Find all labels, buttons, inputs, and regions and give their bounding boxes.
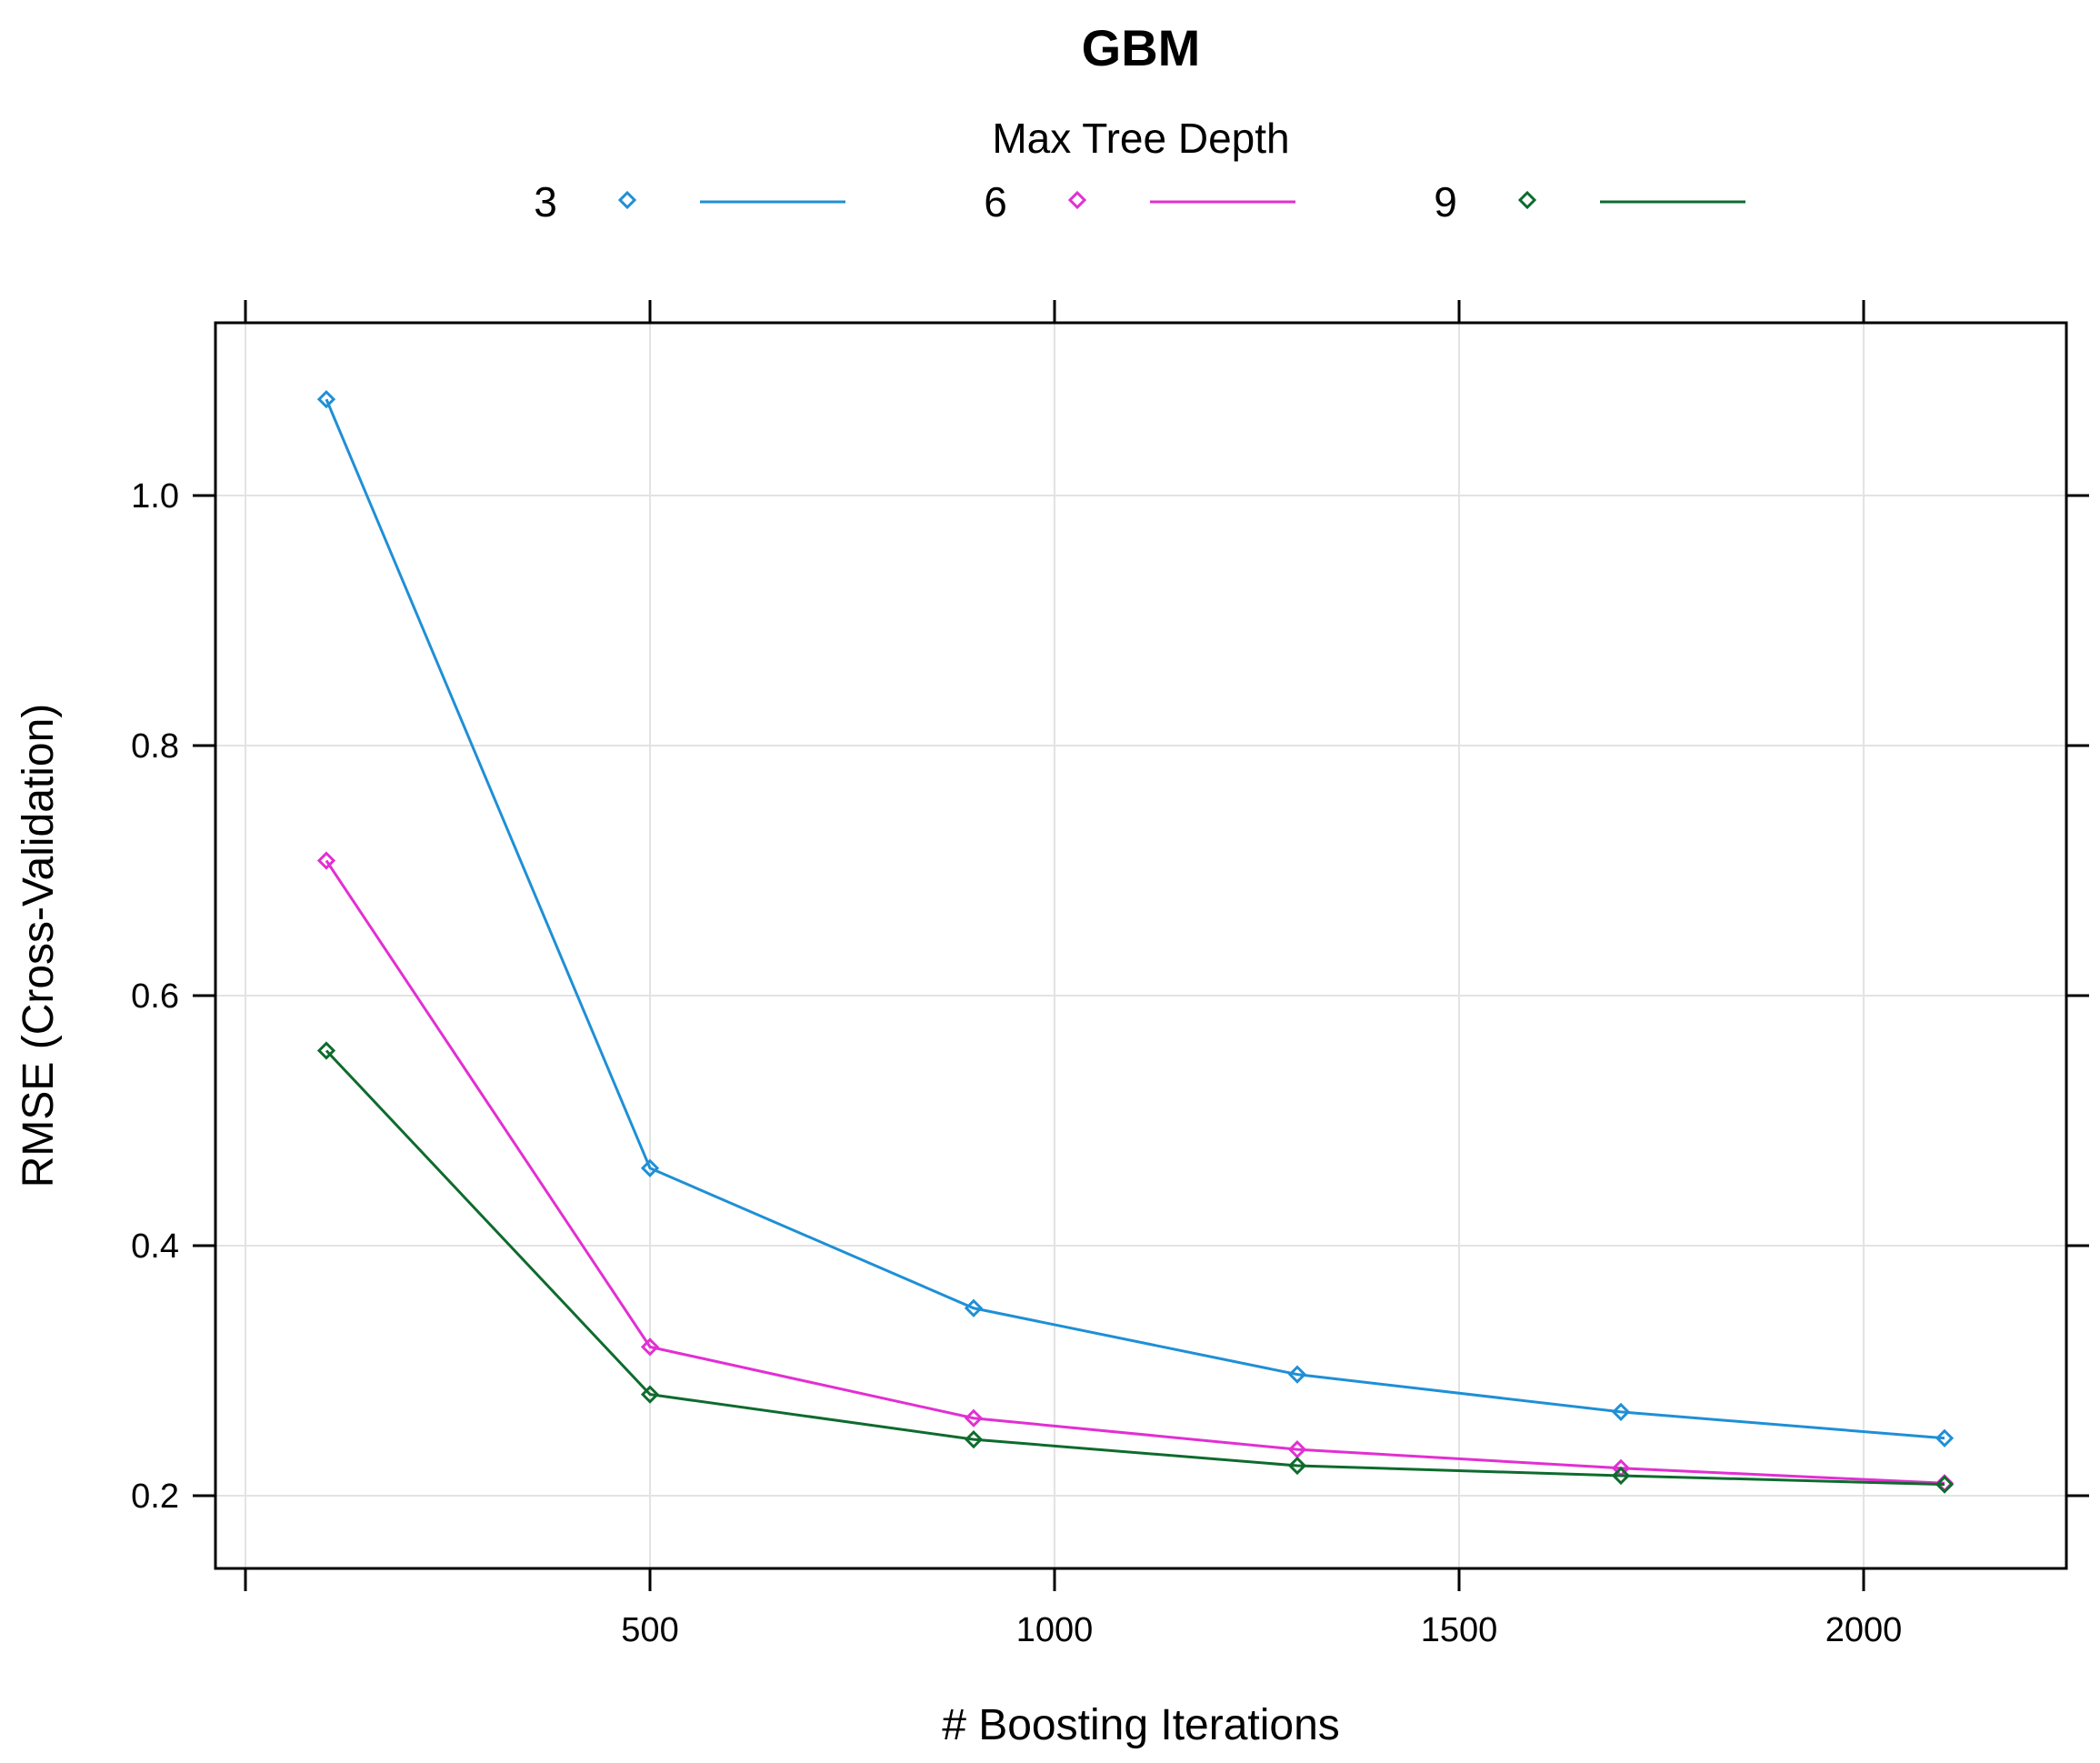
series-point-9 <box>964 1430 984 1449</box>
plot-frame <box>214 321 2068 1570</box>
series-point-3 <box>1611 1402 1631 1421</box>
series-point-3 <box>640 1158 660 1177</box>
x-tick-label: 500 <box>621 1611 678 1649</box>
y-tick-label: 0.6 <box>131 977 179 1016</box>
axis-ticks: 500 1000 1500 2000 0.2 0.4 0.6 0.8 1.0 <box>131 300 2089 1649</box>
legend-marker <box>617 190 637 210</box>
legend-item-6: 6 <box>984 178 1295 225</box>
series-3 <box>316 390 1955 1447</box>
y-tick-label: 1.0 <box>131 477 179 516</box>
series-point-9 <box>316 1041 336 1060</box>
legend-marker <box>1067 190 1087 210</box>
series-9 <box>316 1041 1955 1494</box>
x-tick-label: 1000 <box>1016 1611 1094 1649</box>
series-line-6 <box>325 859 1945 1485</box>
series-point-9 <box>1611 1466 1631 1486</box>
series-point-3 <box>316 390 336 409</box>
series-point-9 <box>1287 1456 1307 1476</box>
series-layer <box>316 390 1955 1494</box>
x-tick-label: 2000 <box>1825 1611 1903 1649</box>
series-point-6 <box>316 851 336 870</box>
series-point-3 <box>964 1298 984 1317</box>
series-point-3 <box>1287 1365 1307 1384</box>
series-point-9 <box>640 1385 660 1404</box>
legend-item-9: 9 <box>1434 178 1745 225</box>
series-point-9 <box>1935 1475 1955 1494</box>
series-6 <box>316 851 1955 1493</box>
chart-title: GBM <box>1082 19 1201 76</box>
legend-label: 3 <box>534 178 557 225</box>
series-line-9 <box>325 1049 1945 1487</box>
y-axis-label: RMSE (Cross-Validation) <box>15 704 63 1188</box>
series-line-3 <box>325 398 1945 1440</box>
legend-marker <box>1517 190 1537 210</box>
x-tick-label: 1500 <box>1421 1611 1498 1649</box>
series-point-6 <box>964 1408 984 1427</box>
series-point-6 <box>640 1337 660 1357</box>
legend: 3 6 9 <box>534 178 1745 225</box>
legend-label: 9 <box>1434 178 1457 225</box>
x-axis-label: # Boosting Iterations <box>942 1701 1340 1749</box>
grid <box>215 323 2066 1568</box>
y-tick-label: 0.2 <box>131 1478 179 1516</box>
legend-title: Max Tree Depth <box>992 115 1289 162</box>
legend-label: 6 <box>984 178 1007 225</box>
y-tick-label: 0.4 <box>131 1227 179 1266</box>
y-tick-label: 0.8 <box>131 727 179 766</box>
series-point-3 <box>1935 1428 1955 1447</box>
legend-item-3: 3 <box>534 178 845 225</box>
